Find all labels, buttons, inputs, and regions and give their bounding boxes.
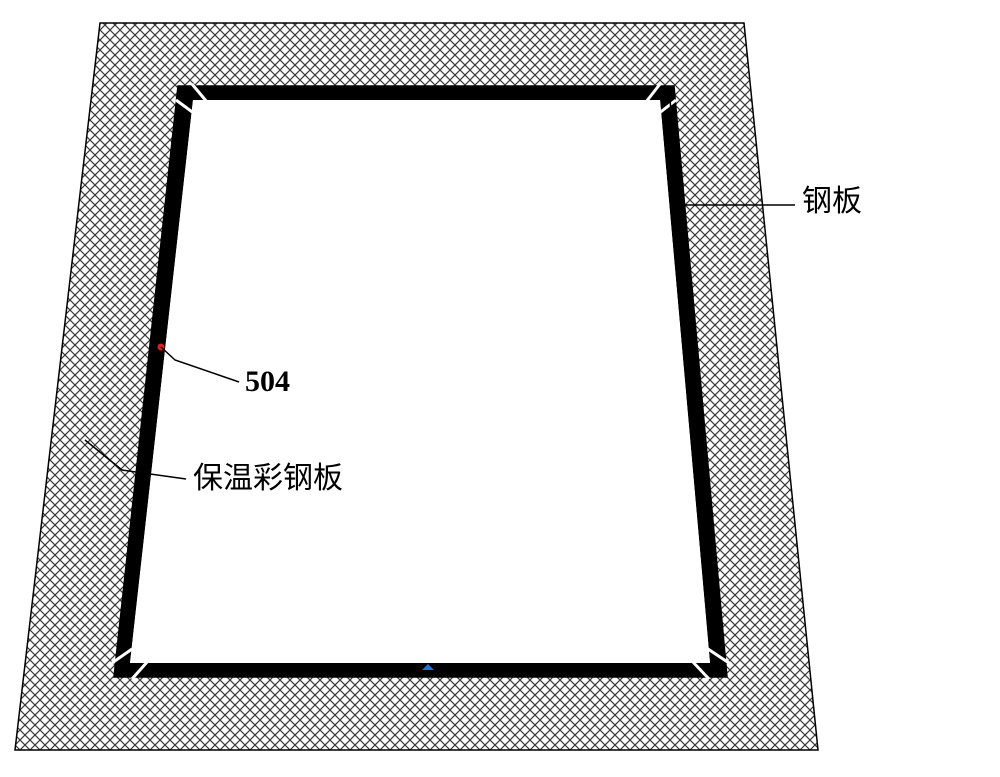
diagram-canvas: 钢板 504 保温彩钢板 [0, 0, 1000, 777]
label_number: 504 [245, 365, 290, 398]
label_insul: 保温彩钢板 [193, 462, 343, 495]
label_steel: 钢板 [802, 185, 862, 218]
